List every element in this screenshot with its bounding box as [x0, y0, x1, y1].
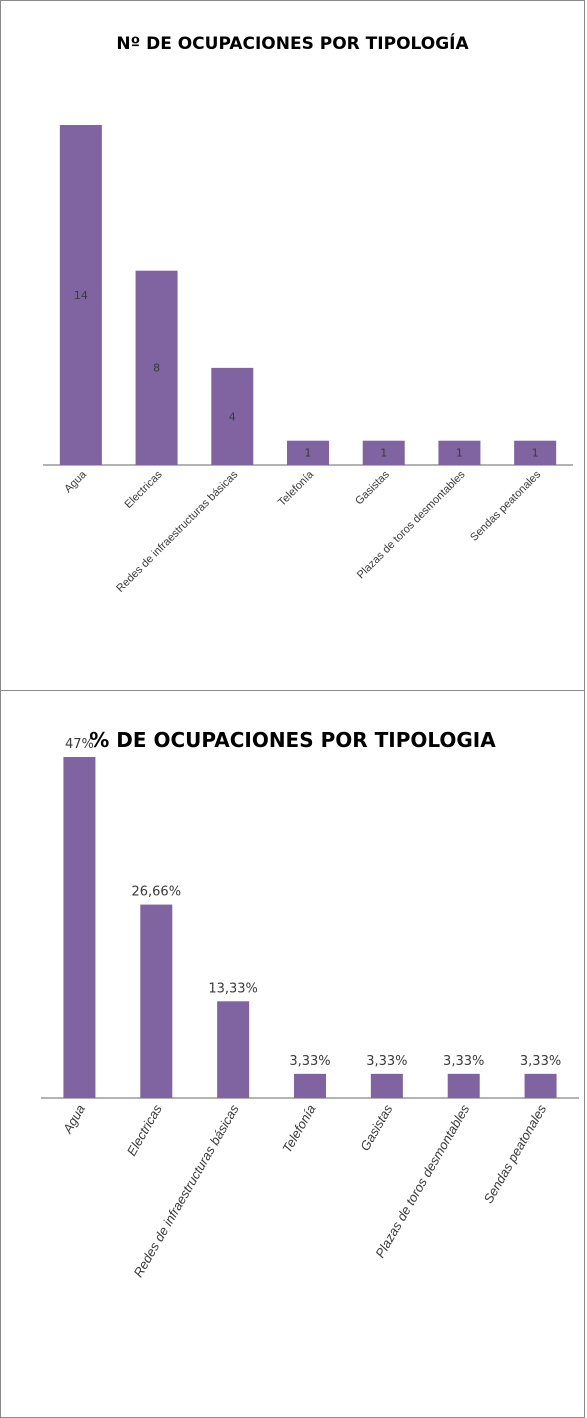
x-tick-label: Agua: [62, 468, 89, 495]
chart-count-panel: Nº DE OCUPACIONES POR TIPOLOGÍA 14 Agua 8 E…: [0, 0, 585, 691]
bar: [294, 1073, 326, 1098]
bar: [514, 440, 557, 465]
data-label: 1: [380, 447, 387, 460]
bar: [287, 440, 329, 465]
data-label: 1: [305, 447, 312, 460]
bar: [370, 1073, 403, 1098]
bar: [217, 1001, 250, 1098]
x-tick-label: Sendas peatonales: [468, 468, 543, 543]
chart-title: % DE OCUPACIONES POR TIPOLOGIA: [89, 728, 496, 752]
x-tick-label: Electricas: [124, 1102, 165, 1159]
bar: [447, 1073, 480, 1098]
data-label: 26,66%: [131, 885, 181, 900]
data-label: 3,33%: [289, 1054, 330, 1069]
bar: [211, 367, 254, 465]
bar: [63, 757, 96, 1098]
x-tick-label: Redes de infraestructuras básicas: [114, 468, 240, 594]
data-label: 1: [456, 447, 463, 460]
data-label: 47%: [65, 737, 94, 752]
chart-title: Nº DE OCUPACIONES POR TIPOLOGÍA: [116, 34, 469, 54]
data-label: 3,33%: [366, 1054, 407, 1069]
bar: [524, 1073, 557, 1098]
x-tick-label: Telefonía: [279, 1102, 318, 1155]
x-tick-label: Electricas: [122, 468, 165, 511]
data-label: 13,33%: [208, 981, 258, 996]
bar: [135, 270, 178, 465]
data-label: 4: [229, 410, 236, 423]
bar: [140, 904, 173, 1098]
data-label: 3,33%: [443, 1054, 484, 1069]
data-label: 1: [532, 447, 539, 460]
x-tick-label: Plazas de toros desmontables: [372, 1102, 472, 1261]
x-tick-label: Gasistas: [353, 468, 392, 507]
data-label: 14: [74, 289, 88, 302]
bar: [362, 440, 405, 465]
x-tick-label: Gasistas: [357, 1102, 396, 1154]
bar-chart-count: 14 Agua 8 Electricas 4 Redes de infraestructu…: [43, 125, 573, 595]
x-tick-label: Telefonía: [276, 468, 317, 509]
bar: [438, 440, 481, 465]
x-tick-label: Sendas peatonales: [481, 1102, 550, 1206]
x-tick-label: Agua: [59, 1102, 88, 1137]
data-label: 8: [153, 362, 160, 375]
bar: [59, 125, 102, 465]
data-label: 3,33%: [520, 1054, 561, 1069]
chart-percent-panel: % DE OCUPACIONES POR TIPOLOGIA 47% Agua 26…: [0, 690, 585, 1418]
